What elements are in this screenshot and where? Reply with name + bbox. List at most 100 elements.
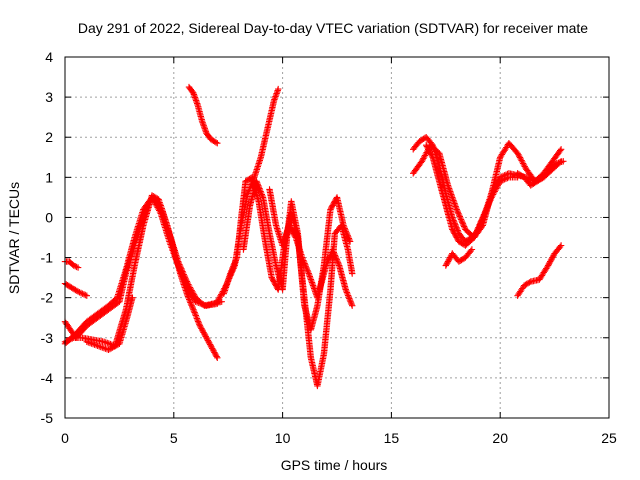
data-point — [342, 286, 349, 293]
data-point — [299, 255, 306, 263]
data-point — [442, 262, 449, 269]
data-point — [504, 174, 511, 182]
data-point — [110, 343, 118, 350]
data-point — [346, 238, 354, 245]
data-point — [344, 290, 351, 298]
data-point — [340, 222, 347, 229]
data-point — [499, 176, 507, 184]
data-point — [186, 297, 193, 305]
data-point — [483, 205, 490, 212]
data-point — [211, 350, 219, 357]
data-point — [167, 241, 174, 248]
series-arc-17 — [514, 158, 567, 189]
data-point — [346, 295, 353, 302]
y-tick-label: 4 — [45, 49, 53, 65]
data-point — [213, 353, 220, 360]
data-point — [419, 156, 426, 163]
data-point — [491, 188, 498, 195]
x-tick-label: 25 — [601, 430, 617, 446]
data-point — [80, 291, 88, 298]
data-point — [70, 262, 77, 269]
data-point — [449, 226, 456, 233]
data-point — [270, 278, 278, 285]
data-point — [423, 143, 431, 150]
data-point — [519, 158, 526, 166]
data-point — [549, 253, 557, 260]
y-tick-label: 2 — [45, 129, 53, 145]
data-point — [459, 220, 467, 227]
data-point — [343, 287, 350, 295]
data-point — [195, 299, 202, 306]
data-point — [309, 280, 316, 288]
data-point — [72, 263, 79, 270]
data-point — [482, 208, 489, 215]
data-point — [176, 265, 183, 272]
data-point — [327, 206, 334, 213]
data-point — [208, 343, 215, 351]
data-point — [455, 210, 462, 217]
data-point — [334, 258, 341, 265]
series-arc-2 — [61, 280, 90, 299]
data-point — [212, 139, 220, 146]
data-point — [447, 254, 454, 261]
data-point — [100, 344, 108, 352]
data-point — [258, 189, 265, 197]
data-point — [190, 308, 198, 315]
data-point — [332, 253, 339, 260]
data-point — [201, 331, 209, 339]
data-point — [255, 184, 263, 191]
data-point — [547, 258, 554, 265]
data-point — [253, 179, 261, 186]
data-point — [190, 91, 198, 98]
data-point — [340, 223, 348, 231]
data-point — [301, 260, 308, 267]
data-point — [79, 290, 86, 297]
data-point — [456, 213, 463, 220]
data-point — [291, 233, 299, 240]
data-point — [255, 182, 262, 189]
data-point — [108, 345, 115, 352]
data-point — [326, 253, 333, 260]
data-point — [477, 218, 485, 225]
data-point — [426, 148, 433, 156]
data-point — [192, 310, 199, 318]
data-point — [271, 96, 278, 103]
data-point — [480, 212, 487, 220]
data-point — [342, 228, 350, 235]
data-point — [204, 335, 211, 343]
data-point — [77, 289, 85, 297]
data-point — [175, 262, 182, 269]
data-point — [334, 259, 342, 266]
data-point — [418, 158, 426, 165]
data-point — [288, 226, 295, 233]
data-point — [456, 212, 463, 219]
data-point — [342, 226, 349, 233]
data-point — [199, 119, 206, 126]
data-point — [457, 214, 464, 222]
data-point — [73, 287, 80, 294]
data-point — [460, 223, 468, 230]
data-point — [344, 292, 352, 299]
data-point — [228, 267, 235, 274]
data-point — [89, 340, 97, 348]
data-point — [169, 247, 176, 254]
data-point — [205, 338, 212, 345]
data-point — [174, 260, 181, 268]
data-point — [325, 256, 332, 263]
data-point — [200, 329, 207, 336]
y-tick-label: -4 — [41, 370, 54, 386]
data-point — [330, 249, 337, 256]
data-point — [203, 334, 210, 341]
data-point — [502, 175, 510, 182]
data-point — [346, 296, 354, 304]
grid-lines — [65, 57, 609, 418]
data-point — [194, 316, 201, 324]
data-point — [183, 282, 191, 289]
data-point — [458, 217, 465, 225]
data-point — [209, 346, 217, 353]
data-point — [196, 321, 203, 328]
data-point — [291, 231, 298, 238]
data-point — [557, 146, 565, 153]
data-point — [343, 231, 351, 238]
series-arc-14 — [423, 142, 521, 249]
